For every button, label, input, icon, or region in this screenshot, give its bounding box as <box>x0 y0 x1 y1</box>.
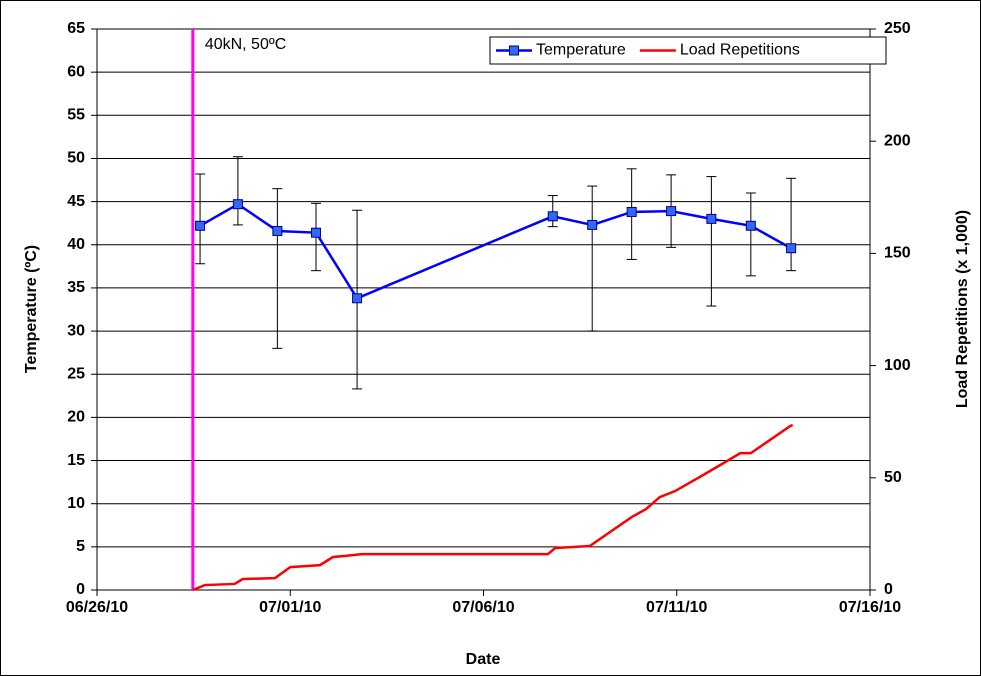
series-line <box>192 423 794 592</box>
series-line <box>199 202 792 300</box>
x-tick-label: 07/01/10 <box>259 599 321 616</box>
marker <box>626 206 637 217</box>
marker <box>745 220 756 231</box>
y-tick-label: 50 <box>67 150 85 167</box>
marker <box>272 225 283 236</box>
legend-marker <box>509 45 519 56</box>
x-tick-label: 07/11/10 <box>646 599 708 616</box>
marker <box>786 243 797 254</box>
legend-label: Load Repetitions <box>680 42 800 59</box>
marker <box>547 211 558 222</box>
y2-tick-label: 150 <box>884 245 911 262</box>
marker <box>232 199 243 210</box>
y-tick-label: 15 <box>67 452 85 469</box>
y2-tick-label: 200 <box>884 132 911 149</box>
y-tick-label: 60 <box>67 63 85 80</box>
y-tick-label: 35 <box>67 279 85 296</box>
y2-tick-label: 250 <box>884 20 911 37</box>
y2-tick-label: 50 <box>884 469 902 486</box>
y-tick-label: 65 <box>67 20 85 37</box>
legend-label: Temperature <box>536 42 626 59</box>
y-tick-label: 0 <box>76 581 85 598</box>
y-axis-label: Temperature (ºC) <box>23 245 40 373</box>
y-tick-label: 45 <box>67 193 85 210</box>
plot-area <box>96 28 871 591</box>
y-tick-label: 25 <box>67 365 85 382</box>
y-tick-label: 30 <box>67 322 85 339</box>
y2-tick-label: 100 <box>884 357 911 374</box>
marker <box>352 293 363 304</box>
y2-tick-label: 0 <box>884 581 893 598</box>
marker <box>195 220 206 231</box>
x-tick-label: 07/06/10 <box>452 599 514 616</box>
legend-box <box>489 36 887 65</box>
x-tick-label: 06/26/10 <box>66 599 128 616</box>
y-tick-label: 20 <box>67 409 85 426</box>
marker <box>666 206 677 217</box>
marker <box>706 213 717 224</box>
y-tick-label: 5 <box>76 538 85 555</box>
marker <box>311 227 322 238</box>
marker <box>587 219 598 230</box>
y-tick-label: 10 <box>67 495 85 512</box>
y-tick-label: 55 <box>67 107 85 124</box>
y2-axis-label: Load Repetitions (x 1,000) <box>954 210 971 408</box>
annotation-text: 40kN, 50ºC <box>205 36 286 53</box>
y-tick-label: 40 <box>67 236 85 253</box>
x-tick-label: 07/16/10 <box>839 599 901 616</box>
x-axis-label: Date <box>466 651 501 668</box>
